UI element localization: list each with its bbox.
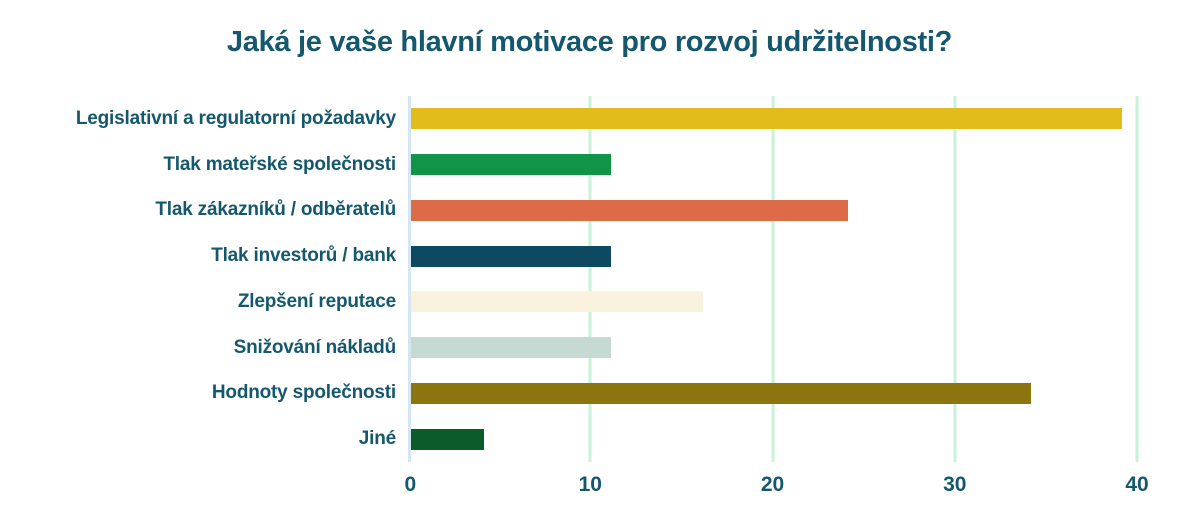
bar-rows: [408, 96, 1137, 462]
category-labels: Legislativní a regulatorní požadavky Tlak…: [0, 96, 396, 462]
category-label: Hodnoty společnosti: [211, 382, 396, 404]
gridline-10: [588, 96, 592, 462]
label-row: Tlak mateřské společnosti: [0, 142, 396, 188]
category-label: Tlak zákazníků / odběratelů: [155, 199, 396, 221]
x-tick-label: 40: [1125, 473, 1149, 496]
bar-row: [408, 416, 1137, 462]
category-label: Tlak mateřské společnosti: [163, 153, 396, 175]
bar: [411, 108, 1122, 130]
label-row: Zlepšení reputace: [0, 279, 396, 325]
gridline-40: [1135, 96, 1139, 462]
label-row: Tlak investorů / bank: [0, 233, 396, 279]
label-row: Snižování nákladů: [0, 325, 397, 371]
category-label: Zlepšení reputace: [237, 290, 396, 312]
category-label: Legislativní a regulatorní požadavky: [75, 107, 396, 129]
category-label: Jiné: [358, 428, 396, 450]
bar-row: [408, 371, 1137, 417]
x-tick-label: 0: [404, 473, 417, 496]
bar: [411, 154, 612, 176]
label-row: Tlak zákazníků / odběratelů: [0, 188, 396, 234]
bar-row: [408, 188, 1137, 234]
bar: [411, 382, 1031, 404]
gridlines: [408, 96, 1139, 462]
label-row: Hodnoty společnosti: [0, 371, 396, 417]
x-tick-label: 30: [943, 473, 967, 496]
bar: [411, 291, 703, 313]
bar-row: [408, 96, 1137, 142]
category-label: Snižování nákladů: [233, 336, 397, 358]
plot-area: [408, 96, 1139, 462]
bar: [411, 199, 849, 221]
bar-row: [408, 279, 1137, 325]
bar: [411, 428, 484, 450]
bar: [411, 245, 612, 267]
chart-title: Jaká je vaše hlavní motivace pro rozvoj …: [226, 26, 953, 58]
bar: [411, 337, 612, 359]
x-tick-label: 20: [760, 473, 785, 496]
category-label: Tlak investorů / bank: [211, 245, 396, 267]
bar-row: [408, 325, 1137, 371]
gridline-20: [771, 96, 774, 462]
bar-row: [408, 142, 1137, 188]
gridline-30: [953, 96, 957, 462]
y-axis-line: [408, 96, 411, 462]
x-tick-label: 10: [578, 473, 602, 496]
label-row: Jiné: [0, 416, 396, 462]
x-axis-ticks: 0 10 20 30 40: [404, 473, 1148, 501]
bar-row: [408, 233, 1137, 279]
label-row: Legislativní a regulatorní požadavky: [0, 96, 396, 142]
